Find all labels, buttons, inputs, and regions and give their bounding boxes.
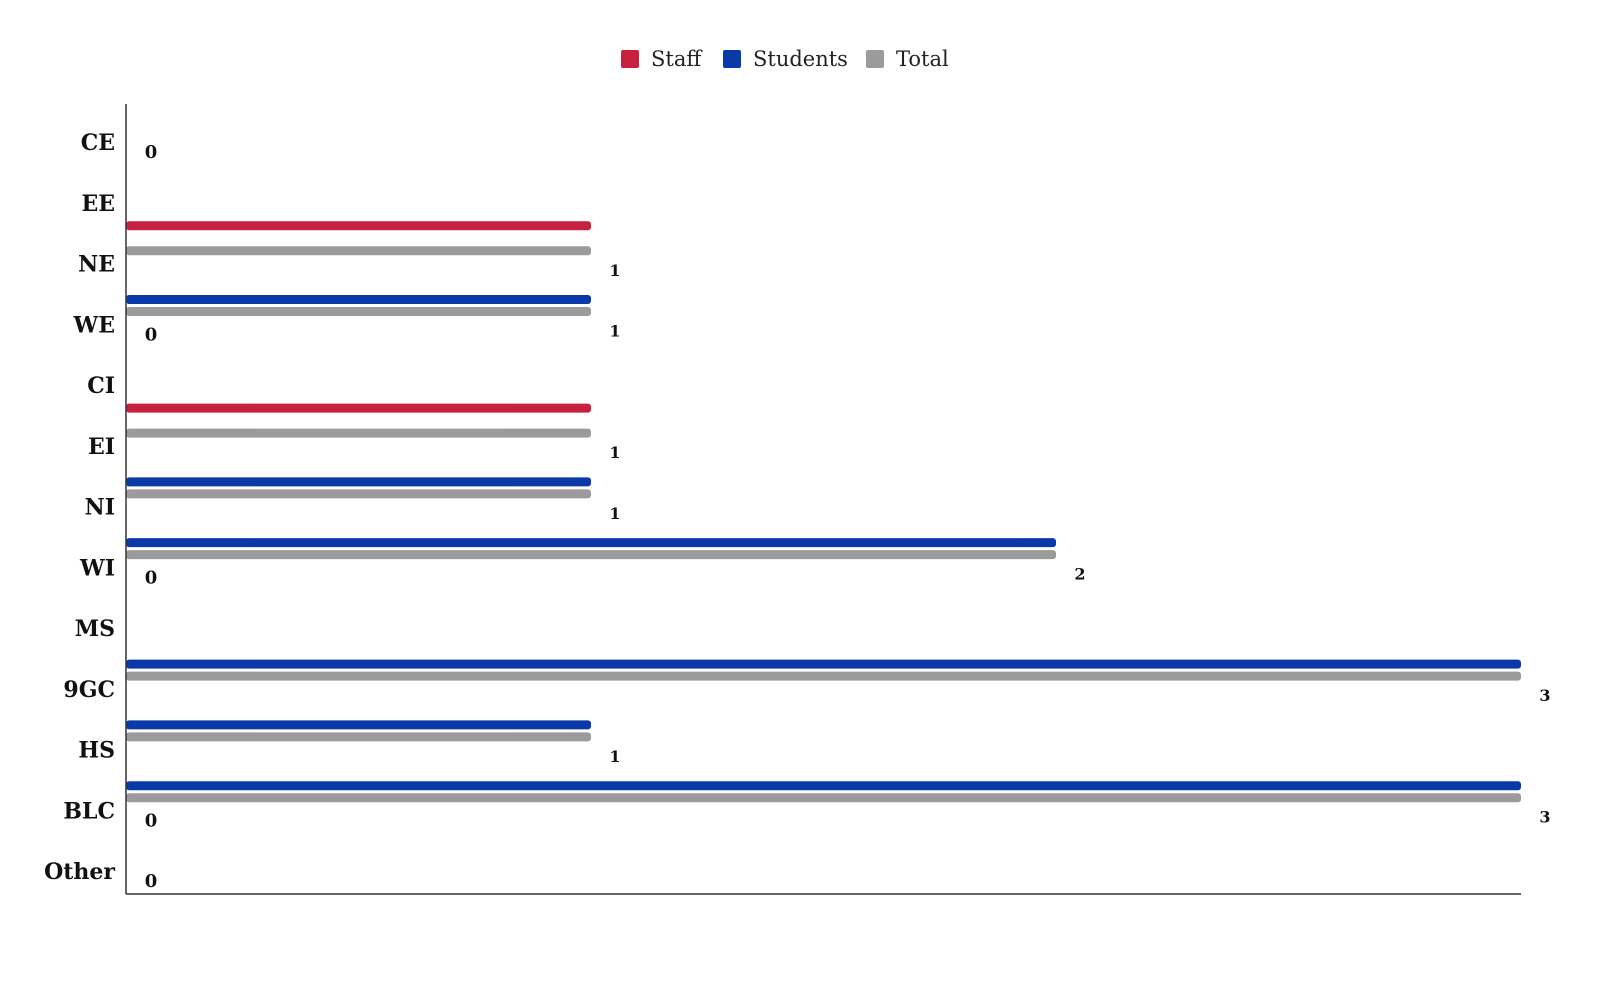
y-tick-label: WE	[73, 312, 115, 338]
data-label-ei: 1	[609, 504, 620, 523]
y-tick-label: 9GC	[63, 677, 115, 703]
bar-students-9gc	[126, 720, 591, 730]
data-label-9gc: 1	[609, 747, 620, 766]
bar-total-ee	[126, 246, 591, 256]
bar-total-ne	[126, 307, 591, 317]
data-label-we: 0	[145, 324, 158, 345]
legend-label-students: Students	[753, 47, 848, 71]
bar-total-9gc	[126, 732, 591, 742]
y-tick-label: BLC	[63, 798, 115, 824]
bar-total-ms	[126, 671, 1521, 681]
legend-swatch-staff	[621, 50, 639, 68]
bar-total-ni	[126, 550, 1056, 560]
y-tick-label: NI	[85, 495, 115, 521]
label-group: CE 0 EE 1 NE 1 WE 0 CI 1 EI 1 NI 2 WI 0 MS 3 9GC 1 HS 3 BLC 0 Ot…	[44, 130, 1550, 892]
data-label-ci: 1	[609, 443, 620, 462]
data-label-wi: 0	[145, 567, 158, 588]
bar-students-ni	[126, 538, 1056, 548]
y-tick-label: EI	[88, 434, 115, 460]
y-tick-label: CI	[87, 373, 115, 399]
bar-group	[126, 221, 1521, 803]
bar-students-ei	[126, 477, 591, 487]
bar-total-hs	[126, 793, 1521, 803]
y-tick-label: NE	[78, 252, 115, 278]
y-tick-label: EE	[81, 191, 115, 217]
legend-swatch-students	[723, 50, 741, 68]
y-tick-label: WI	[79, 555, 115, 581]
data-label-other: 0	[145, 871, 158, 892]
data-label-ne: 1	[609, 322, 620, 341]
y-tick-label: CE	[81, 130, 115, 156]
legend-label-staff: Staff	[651, 47, 703, 71]
legend-swatch-total	[866, 50, 884, 68]
data-label-ee: 1	[609, 261, 620, 280]
bar-students-ne	[126, 295, 591, 305]
chart-legend: Staff Students Total	[621, 47, 949, 71]
legend-label-total: Total	[896, 47, 949, 71]
bar-total-ei	[126, 489, 591, 499]
data-label-ce: 0	[145, 142, 158, 163]
bar-students-ms	[126, 659, 1521, 669]
y-tick-label: MS	[75, 616, 115, 642]
data-label-blc: 0	[145, 810, 158, 831]
bar-students-hs	[126, 781, 1521, 791]
bar-staff-ee	[126, 221, 591, 231]
bar-staff-ci	[126, 403, 591, 413]
y-tick-label: HS	[78, 738, 115, 764]
data-label-hs: 3	[1539, 808, 1550, 827]
data-label-ms: 3	[1539, 686, 1550, 705]
bar-total-ci	[126, 428, 591, 438]
data-label-ni: 2	[1074, 565, 1085, 584]
y-tick-label: Other	[44, 859, 115, 885]
